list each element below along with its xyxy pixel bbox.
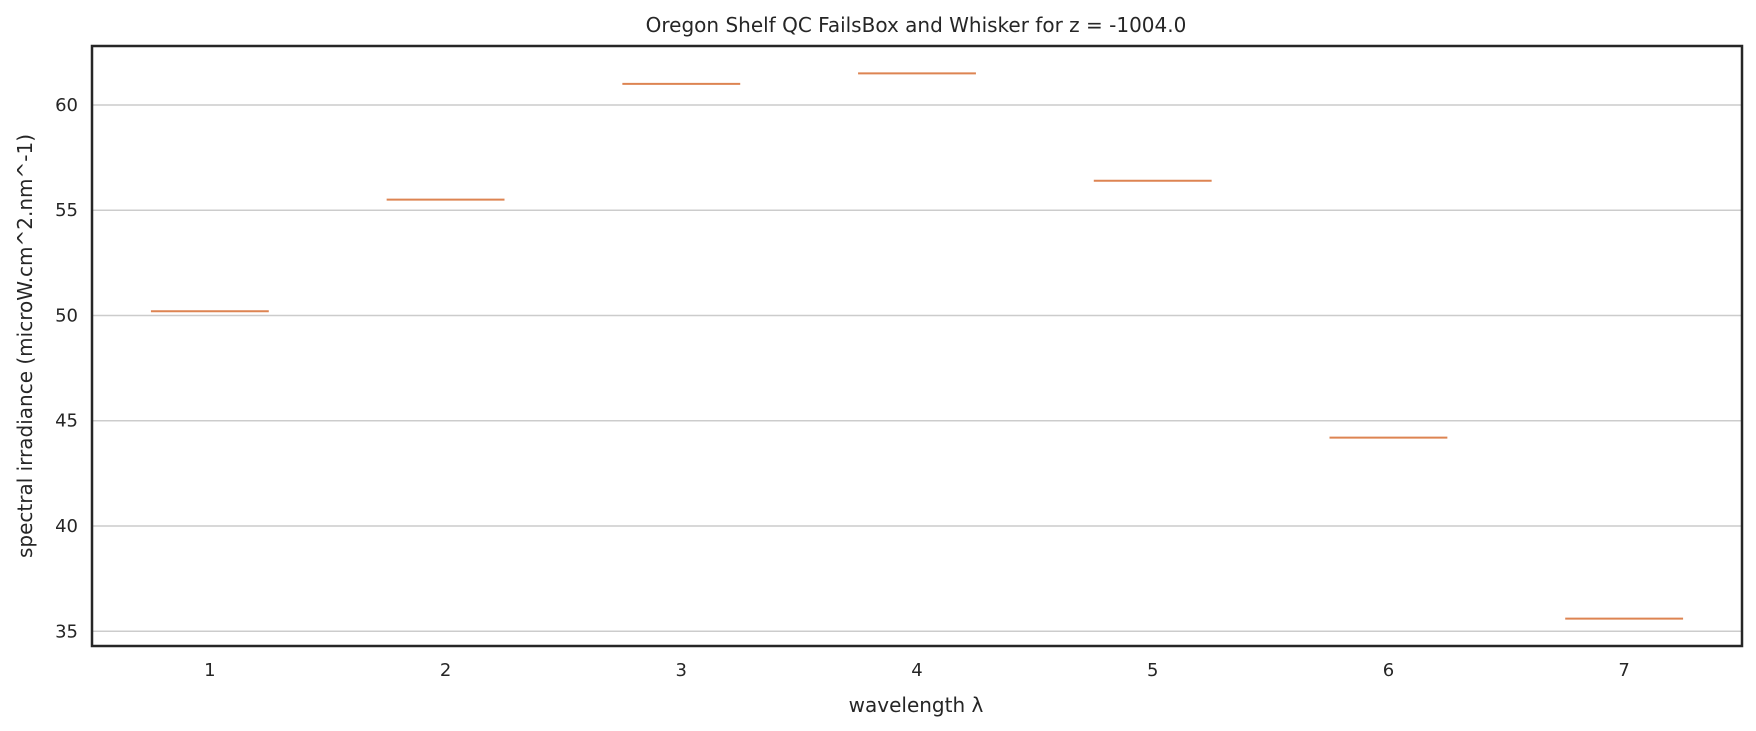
plot-frame [90, 44, 1744, 648]
x-tick-label: 2 [440, 660, 451, 681]
x-tick-label: 7 [1618, 660, 1629, 681]
x-axis-label: wavelength λ [849, 693, 984, 717]
y-tick-label: 60 [55, 95, 78, 116]
y-tick-label: 40 [55, 516, 78, 537]
x-tick-label: 4 [911, 660, 922, 681]
y-tick-label: 50 [55, 305, 78, 326]
chart-title: Oregon Shelf QC FailsBox and Whisker for… [646, 13, 1187, 37]
y-axis-label: spectral irradiance (microW.cm^2.nm^-1) [13, 134, 37, 558]
y-tick-label: 55 [55, 200, 78, 221]
x-tick-labels: 1 2 3 4 5 6 7 [204, 660, 1630, 681]
x-tick-label: 5 [1147, 660, 1158, 681]
y-tick-label: 35 [55, 621, 78, 642]
y-tick-labels: 35 40 45 50 55 60 [55, 95, 78, 642]
x-tick-label: 1 [204, 660, 215, 681]
x-tick-label: 3 [676, 660, 687, 681]
grid [92, 104, 1742, 633]
y-tick-label: 45 [55, 411, 78, 432]
box-medians [150, 72, 1684, 620]
x-tick-label: 6 [1383, 660, 1394, 681]
